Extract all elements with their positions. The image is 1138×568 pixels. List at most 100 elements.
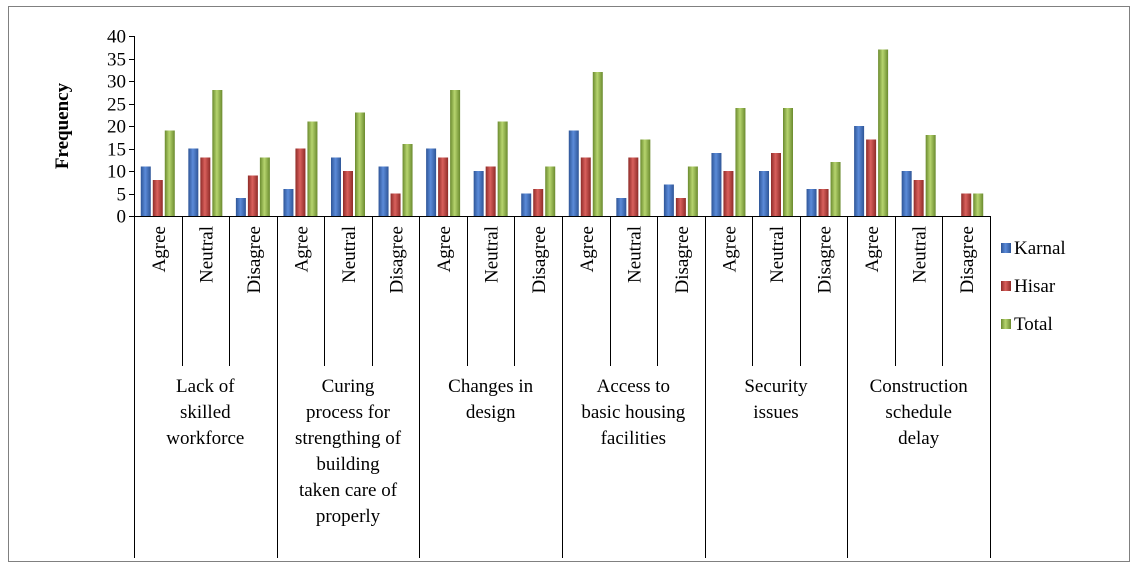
group-label: Changes in design — [448, 376, 533, 423]
bar-karnal — [235, 198, 246, 216]
group-label-line: process for — [306, 402, 391, 423]
group-label-line: workforce — [166, 428, 244, 449]
bar-karnal — [188, 148, 199, 216]
category-label: Neutral — [339, 226, 360, 283]
group-label-line: Construction — [870, 376, 969, 397]
legend-label-hisar: Hisar — [1014, 276, 1056, 297]
bar-hisar — [580, 157, 591, 216]
bar-total — [450, 90, 461, 216]
category-label: Agree — [434, 226, 455, 272]
category-label: Disagree — [387, 226, 408, 294]
bar-total — [355, 112, 365, 216]
y-tick-label: 5 — [117, 185, 127, 206]
bar-total — [497, 121, 508, 216]
category-label: Agree — [291, 226, 312, 272]
group-label-line: delay — [898, 428, 940, 449]
legend-label-karnal: Karnal — [1014, 238, 1066, 259]
bar-hisar — [628, 157, 639, 216]
bar-hisar — [961, 193, 972, 216]
legend-swatch-karnal — [1001, 243, 1011, 253]
group-label-line: strengthing of — [295, 428, 402, 449]
bar-total — [878, 49, 889, 216]
bar-total — [783, 108, 793, 216]
group-label-line: basic housing — [581, 402, 685, 423]
bar-hisar — [818, 189, 829, 216]
group-label-line: Lack of — [176, 376, 235, 397]
group-label-line: Changes in — [448, 376, 533, 397]
bar-hisar — [152, 180, 163, 216]
bar-total — [735, 108, 746, 216]
bar-karnal — [331, 157, 341, 216]
bar-total — [830, 162, 841, 216]
category-label: Neutral — [482, 226, 503, 283]
y-tick-label: 20 — [107, 117, 126, 138]
bar-karnal — [663, 184, 674, 216]
group-label-line: issues — [753, 402, 798, 423]
group-label-line: facilities — [601, 428, 666, 449]
bar-karnal — [901, 171, 912, 216]
bar-total — [973, 193, 984, 216]
group-label: Curing process for strengthing of building t… — [295, 376, 402, 527]
bar-total — [925, 135, 936, 216]
chart-frame — [8, 6, 1130, 562]
legend-label-total: Total — [1014, 314, 1053, 335]
bar-total — [307, 121, 318, 216]
group-label: Access to basic housing facilities — [581, 376, 685, 449]
group-label: Construction schedule delay — [870, 376, 969, 449]
bar-hisar — [533, 189, 544, 216]
bar-karnal — [378, 166, 389, 216]
bar-karnal — [806, 189, 817, 216]
bar-karnal — [140, 166, 151, 216]
bar-total — [259, 157, 270, 216]
bar-karnal — [283, 189, 294, 216]
bar-hisar — [390, 193, 401, 216]
bar-hisar — [247, 175, 258, 216]
legend: Karnal Hisar Total — [1001, 238, 1066, 335]
bar-karnal — [473, 171, 484, 216]
bar-total — [545, 166, 556, 216]
group-label-line: Curing — [322, 376, 375, 397]
bar-hisar — [295, 148, 306, 216]
bar-hisar — [866, 139, 877, 216]
category-label: Disagree — [957, 226, 978, 294]
legend-swatch-total — [1001, 319, 1011, 329]
bar-hisar — [723, 171, 734, 216]
group-label: Security issues — [744, 376, 808, 423]
y-tick-label: 0 — [117, 207, 127, 228]
group-label-line: Access to — [597, 376, 670, 397]
bar-total — [687, 166, 698, 216]
category-label: Neutral — [196, 226, 217, 283]
bar-hisar — [200, 157, 211, 216]
bar-karnal — [568, 130, 579, 216]
bar-total — [402, 144, 413, 216]
category-label: Agree — [149, 226, 170, 272]
bar-karnal — [854, 126, 865, 216]
group-label-line: design — [466, 402, 516, 423]
bar-total — [212, 90, 223, 216]
y-tick-label: 25 — [107, 95, 126, 116]
category-label: Disagree — [529, 226, 550, 294]
bar-total — [592, 72, 603, 216]
bar-total — [164, 130, 175, 216]
group-label-line: taken care of — [299, 480, 398, 501]
group-label-line: schedule — [885, 402, 951, 423]
category-label: Disagree — [672, 226, 693, 294]
bar-hisar — [771, 153, 781, 216]
group-label-line: building — [316, 454, 380, 475]
bar-karnal — [759, 171, 769, 216]
bar-karnal — [616, 198, 627, 216]
bar-hisar — [485, 166, 496, 216]
bar-hisar — [343, 171, 353, 216]
y-tick-label: 30 — [107, 72, 126, 93]
y-tick-label: 15 — [107, 140, 126, 161]
bar-karnal — [521, 193, 532, 216]
group-label: Lack of skilled workforce — [166, 376, 244, 449]
group-label-line: properly — [316, 506, 381, 527]
bar-karnal — [426, 148, 437, 216]
bar-hisar — [913, 180, 924, 216]
bar-total — [640, 139, 651, 216]
bar-hisar — [675, 198, 686, 216]
